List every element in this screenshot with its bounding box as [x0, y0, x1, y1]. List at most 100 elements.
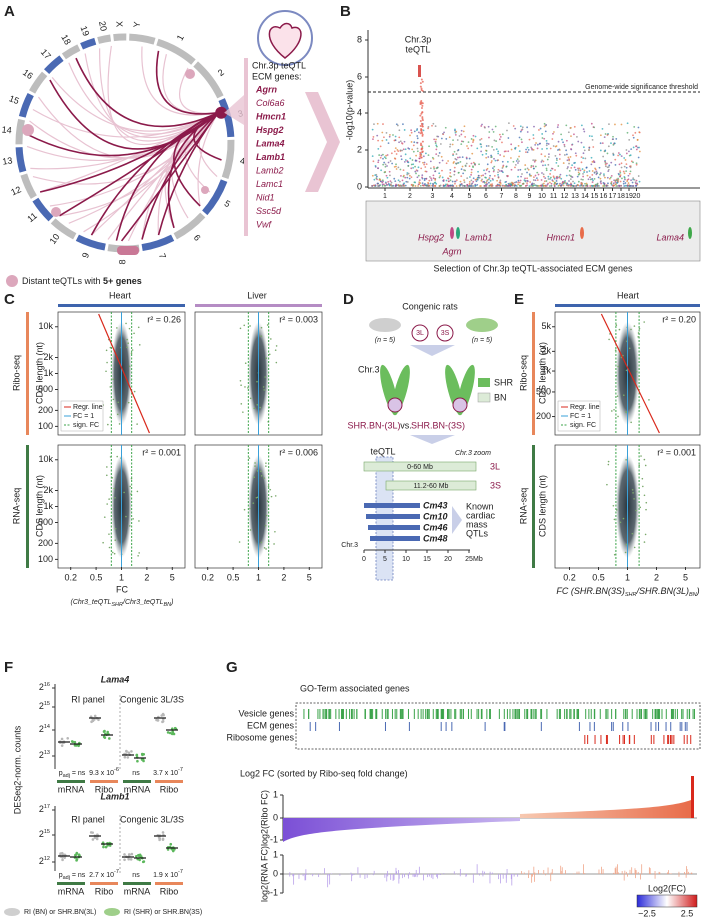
snp-point [378, 154, 381, 156]
snp-point [548, 153, 550, 156]
snp-point [406, 173, 409, 176]
colorbar-title: Log2(FC) [648, 883, 686, 893]
outlier-point [267, 485, 270, 488]
snp-point [427, 154, 430, 157]
y-tick-label: 200 [38, 405, 53, 415]
teqtl-dot [117, 246, 139, 255]
snp-point [508, 122, 510, 125]
snp-point [515, 181, 518, 183]
snp-point [472, 177, 475, 180]
snp-point [551, 167, 554, 170]
snp-point [421, 89, 424, 92]
snp-point [618, 163, 621, 166]
snp-point [519, 125, 522, 128]
snp-point [379, 156, 382, 159]
text-part: = ns [70, 770, 86, 777]
x-tick-label: 7 [500, 193, 504, 200]
y-tick-label: 4 [357, 107, 362, 117]
y-tick-label: 0 [273, 868, 278, 878]
snp-point [434, 140, 437, 143]
snp-point [552, 132, 554, 135]
outlier-point [625, 411, 628, 414]
outlier-point [249, 529, 252, 531]
snp-point [499, 179, 502, 182]
chromosome-arc [97, 34, 112, 44]
snp-point [489, 174, 491, 177]
snp-point [626, 131, 629, 134]
snp-point [391, 185, 393, 187]
snp-point [502, 165, 504, 168]
outlier-point [127, 342, 129, 344]
snp-point [532, 165, 535, 168]
caption: Selection of Chr.3p teQTL-associated ECM… [433, 263, 633, 273]
snp-point [573, 182, 576, 185]
snp-point [485, 152, 488, 155]
snp-point [373, 184, 375, 187]
snp-point [547, 163, 550, 166]
snp-point [460, 143, 463, 146]
snp-point [559, 182, 561, 185]
snp-point [460, 129, 463, 132]
sample-point [161, 838, 165, 841]
snp-point [556, 159, 558, 161]
sample-point [168, 731, 172, 735]
snp-point [452, 162, 455, 164]
snp-point [524, 168, 527, 171]
y-tick-label: 10k [38, 454, 53, 464]
snp-point [638, 180, 641, 183]
snp-point [454, 157, 457, 160]
snp-point [629, 154, 632, 156]
congenic-segment [385, 480, 477, 491]
snp-point [524, 177, 526, 180]
outlier-point [107, 423, 109, 426]
outlier-point [633, 498, 635, 500]
chromosome-label: 5 [223, 198, 232, 209]
snp-point [385, 131, 388, 134]
snp-point [413, 130, 416, 133]
snp-point [371, 185, 374, 187]
snp-point [632, 146, 635, 149]
panel-label: G [226, 659, 238, 676]
text-part: p [59, 770, 63, 777]
snp-point [421, 104, 424, 107]
outlier-point [263, 547, 266, 549]
snp-point [435, 138, 437, 141]
text-part: -7 [114, 869, 119, 875]
snp-point [421, 146, 424, 148]
snp-point [472, 180, 475, 183]
snp-point [517, 169, 520, 171]
outlier-point [625, 458, 627, 461]
teqtl-dot [201, 186, 209, 194]
snp-point [387, 142, 390, 145]
snp-point [453, 150, 456, 153]
segment-range: 0-60 Mb [407, 464, 433, 471]
y-tick-label: 10k [38, 321, 53, 331]
outlier-point [242, 411, 244, 413]
snp-point [408, 148, 411, 150]
snp-point [534, 179, 537, 182]
snp-point [492, 148, 495, 151]
chromosome-label: 12 [9, 184, 22, 197]
snp-point [635, 163, 638, 166]
key-label: SHR [494, 377, 514, 387]
snp-point [420, 112, 423, 115]
snp-point [468, 183, 471, 185]
snp-point [457, 171, 460, 174]
sample-point [102, 730, 106, 733]
snp-point [543, 180, 546, 183]
snp-point [569, 185, 572, 187]
snp-point [574, 161, 576, 164]
snp-point [422, 129, 425, 132]
snp-point [472, 134, 475, 137]
snp-point [481, 178, 483, 181]
snp-point [517, 183, 520, 186]
outlier-point [249, 507, 251, 510]
snp-point [381, 183, 384, 186]
snp-point [588, 135, 591, 137]
sample-point [63, 856, 67, 859]
snp-point [402, 123, 404, 126]
snp-point [490, 185, 493, 187]
snp-point [461, 165, 464, 168]
snp-point [465, 162, 468, 165]
outlier-point [645, 501, 648, 504]
